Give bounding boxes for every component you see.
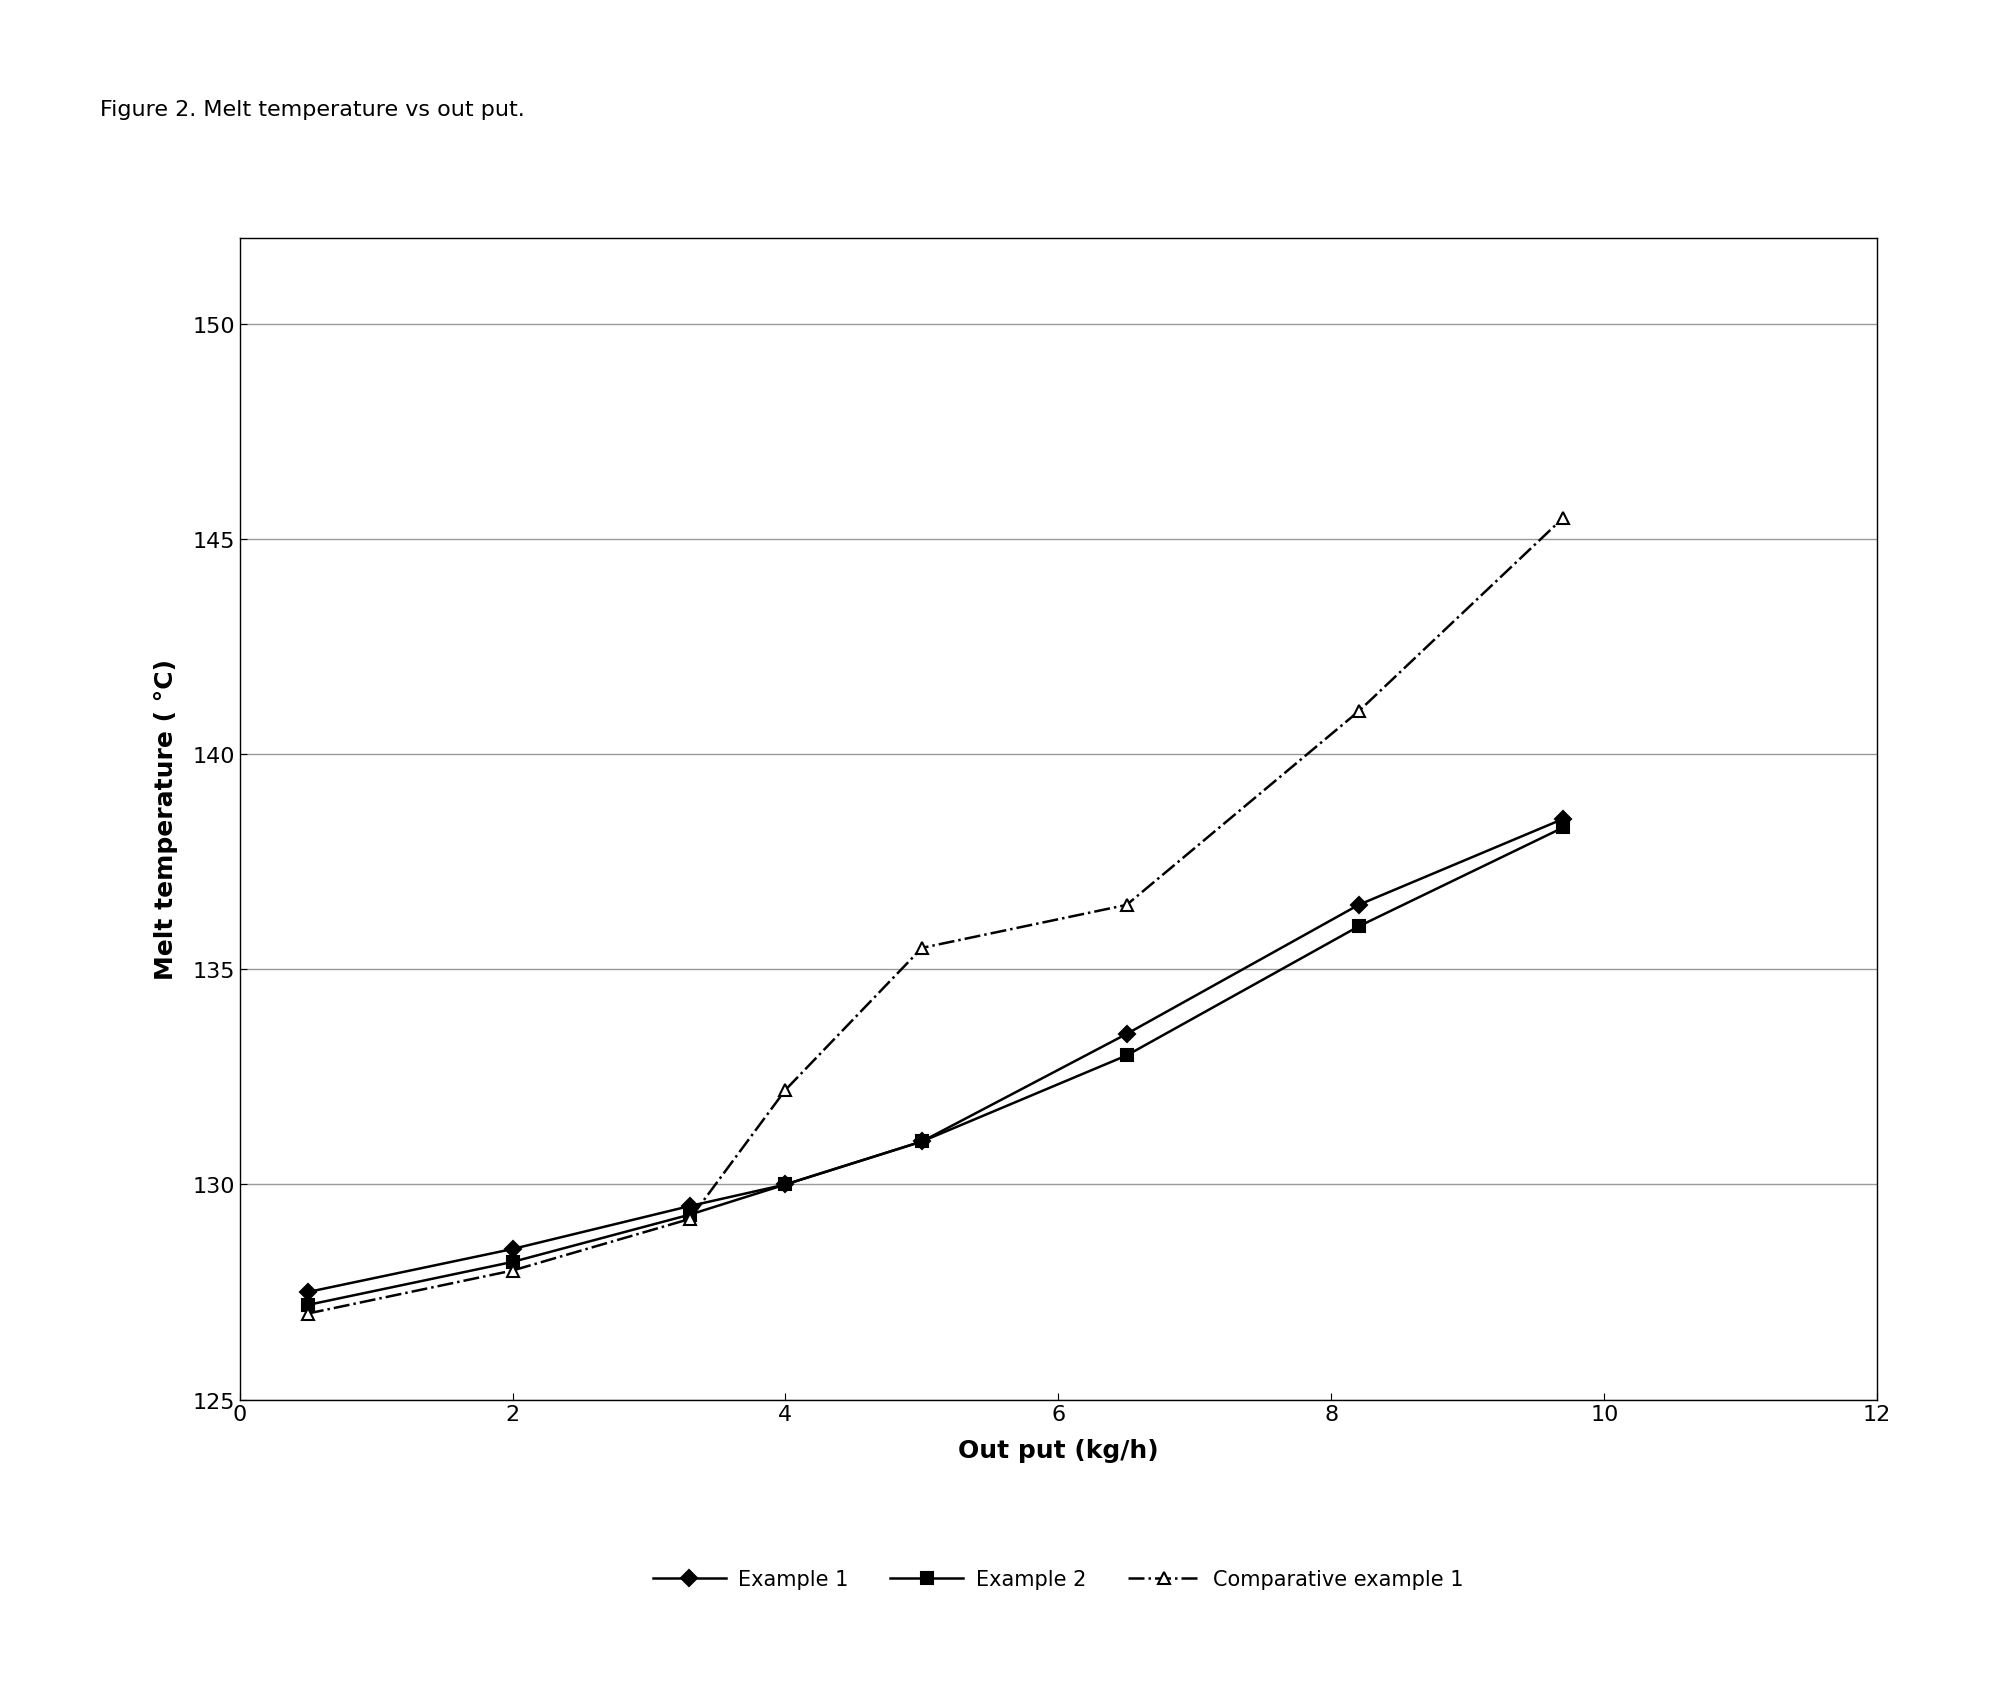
Example 1	[1552, 809, 1576, 830]
Example 2	[911, 1132, 935, 1152]
Comparative example 1	[1552, 509, 1576, 529]
Example 1	[677, 1197, 701, 1217]
Line: Comparative example 1: Comparative example 1	[302, 512, 1570, 1320]
Example 1	[773, 1174, 797, 1195]
Comparative example 1	[1346, 702, 1370, 722]
Comparative example 1	[773, 1081, 797, 1101]
Example 1	[911, 1132, 935, 1152]
X-axis label: Out put (kg/h): Out put (kg/h)	[959, 1439, 1158, 1463]
Example 2	[1346, 917, 1370, 937]
Legend: Example 1, Example 2, Comparative example 1: Example 1, Example 2, Comparative exampl…	[645, 1560, 1472, 1598]
Text: Figure 2. Melt temperature vs out put.: Figure 2. Melt temperature vs out put.	[100, 99, 525, 119]
Example 1	[296, 1282, 320, 1302]
Line: Example 2: Example 2	[302, 823, 1570, 1311]
Example 1	[501, 1239, 525, 1260]
Comparative example 1	[296, 1304, 320, 1325]
Example 1	[1346, 894, 1370, 915]
Example 2	[677, 1205, 701, 1226]
Line: Example 1: Example 1	[302, 814, 1570, 1297]
Example 2	[1114, 1046, 1138, 1067]
Comparative example 1	[1114, 894, 1138, 915]
Comparative example 1	[677, 1209, 701, 1229]
Example 2	[1552, 818, 1576, 838]
Example 1	[1114, 1024, 1138, 1045]
Example 2	[296, 1296, 320, 1316]
Example 2	[773, 1174, 797, 1195]
Comparative example 1	[501, 1260, 525, 1280]
Y-axis label: Melt temperature ( °C): Melt temperature ( °C)	[154, 659, 178, 980]
Example 2	[501, 1251, 525, 1272]
Comparative example 1	[911, 939, 935, 959]
